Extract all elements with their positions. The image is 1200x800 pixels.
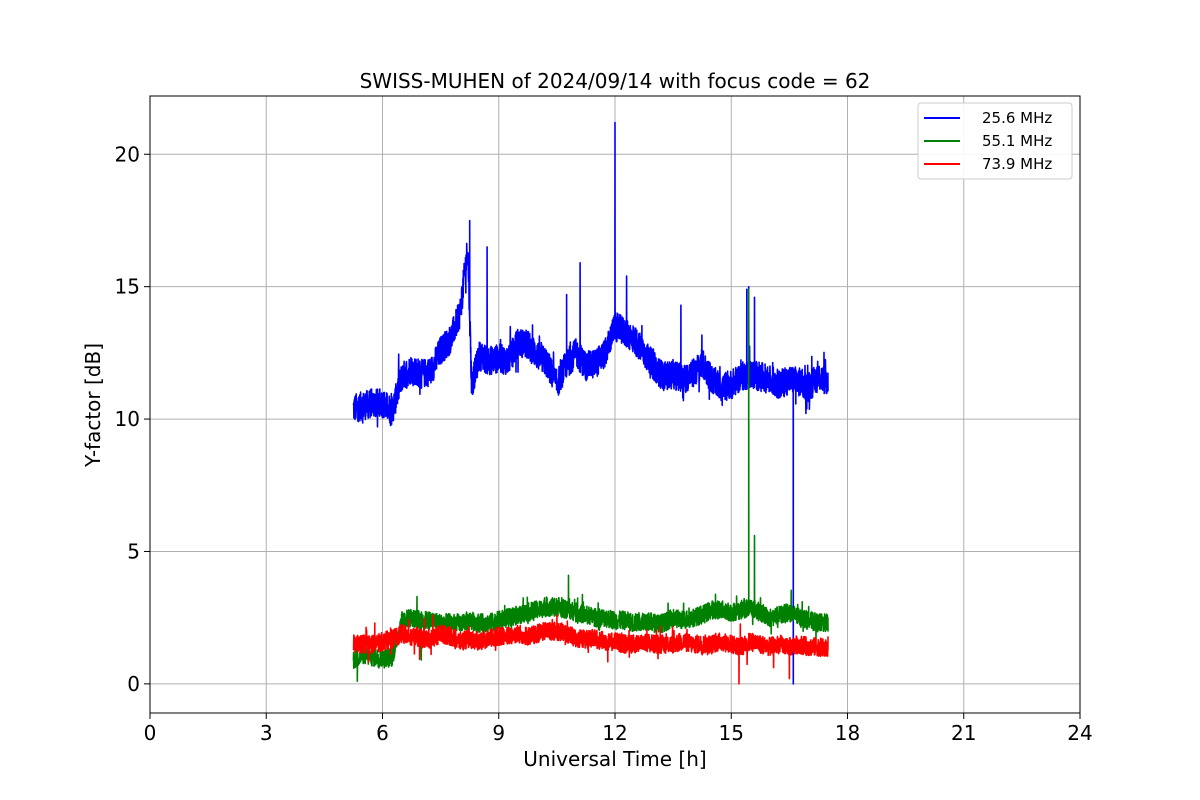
- y-axis-label: Y-factor [dB]: [81, 343, 105, 468]
- chart-title: SWISS-MUHEN of 2024/09/14 with focus cod…: [360, 69, 871, 93]
- x-axis-label: Universal Time [h]: [523, 747, 706, 771]
- x-tick-label: 6: [376, 721, 389, 745]
- legend-label-1: 25.6 MHz: [982, 109, 1052, 127]
- x-tick-label: 21: [951, 721, 976, 745]
- legend-box: [917, 102, 1073, 180]
- x-tick-label: 12: [602, 721, 627, 745]
- legend: 25.6 MHz 55.1 MHz 73.9 MHz: [917, 102, 1073, 180]
- plot-area: [352, 121, 829, 685]
- legend-label-2: 55.1 MHz: [982, 132, 1052, 150]
- y-tick-label: 10: [115, 407, 140, 431]
- y-tick-label: 0: [127, 672, 140, 696]
- series-line-3: [352, 614, 829, 685]
- y-tick-label: 5: [127, 539, 140, 563]
- x-tick-label: 15: [719, 721, 744, 745]
- x-axis: 0 3 6 9 12 15 18 21 24: [144, 713, 1093, 745]
- x-tick-label: 18: [835, 721, 860, 745]
- y-axis: 0 5 10 15 20: [115, 142, 150, 696]
- y-tick-label: 15: [115, 275, 140, 299]
- x-tick-label: 24: [1067, 721, 1092, 745]
- legend-label-3: 73.9 MHz: [982, 155, 1052, 173]
- y-tick-label: 20: [115, 142, 140, 166]
- x-tick-label: 3: [260, 721, 273, 745]
- x-tick-label: 0: [144, 721, 157, 745]
- x-tick-label: 9: [492, 721, 505, 745]
